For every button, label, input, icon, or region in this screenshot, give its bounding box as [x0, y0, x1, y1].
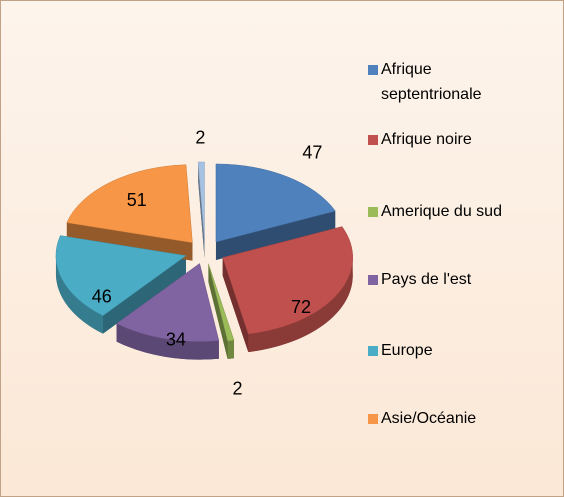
slice — [197, 161, 205, 241]
data-label: 2 — [195, 127, 205, 147]
slice-side — [198, 162, 205, 259]
data-label: 51 — [127, 190, 147, 210]
slice-wall — [227, 340, 235, 359]
slice — [208, 263, 235, 342]
slice — [66, 164, 193, 243]
legend-item: Afrique noire — [368, 127, 543, 152]
legend-label: Afrique noire — [381, 131, 472, 148]
legend-label: Afrique septentrionale — [381, 61, 482, 103]
legend-item: Asie/Océanie — [368, 406, 543, 431]
legend-swatch — [368, 65, 378, 75]
legend-swatch — [368, 135, 378, 145]
data-label: 46 — [92, 287, 112, 307]
legend-item: Europe — [368, 338, 543, 363]
slice-side — [66, 222, 193, 261]
legend-label: Europe — [381, 342, 433, 359]
slice — [222, 226, 353, 335]
legend-swatch — [368, 346, 378, 356]
data-label: 72 — [291, 297, 311, 317]
legend-swatch — [368, 275, 378, 285]
slice-wall — [248, 257, 353, 353]
slice-side — [215, 211, 336, 260]
legend-label: Pays de l'est — [381, 271, 472, 288]
slice-side — [208, 263, 228, 359]
data-label: 47 — [302, 143, 322, 163]
data-label: 2 — [233, 378, 243, 398]
legend-label: Amerique du sud — [381, 203, 502, 220]
legend-swatch — [368, 414, 378, 424]
slice — [116, 263, 220, 342]
legend-label: Asie/Océanie — [381, 410, 477, 427]
legend-item: Afrique septentrionale — [368, 57, 543, 107]
data-label: 34 — [166, 329, 186, 349]
slice-side — [102, 255, 186, 334]
legend-swatch — [368, 207, 378, 217]
slice-wall — [116, 323, 219, 360]
slice-side — [222, 257, 249, 353]
slice-wall — [55, 255, 103, 334]
legend-item: Pays de l'est — [368, 267, 543, 292]
slice — [215, 163, 336, 243]
slice — [55, 235, 187, 316]
legend-item: Amerique du sud — [368, 199, 543, 224]
